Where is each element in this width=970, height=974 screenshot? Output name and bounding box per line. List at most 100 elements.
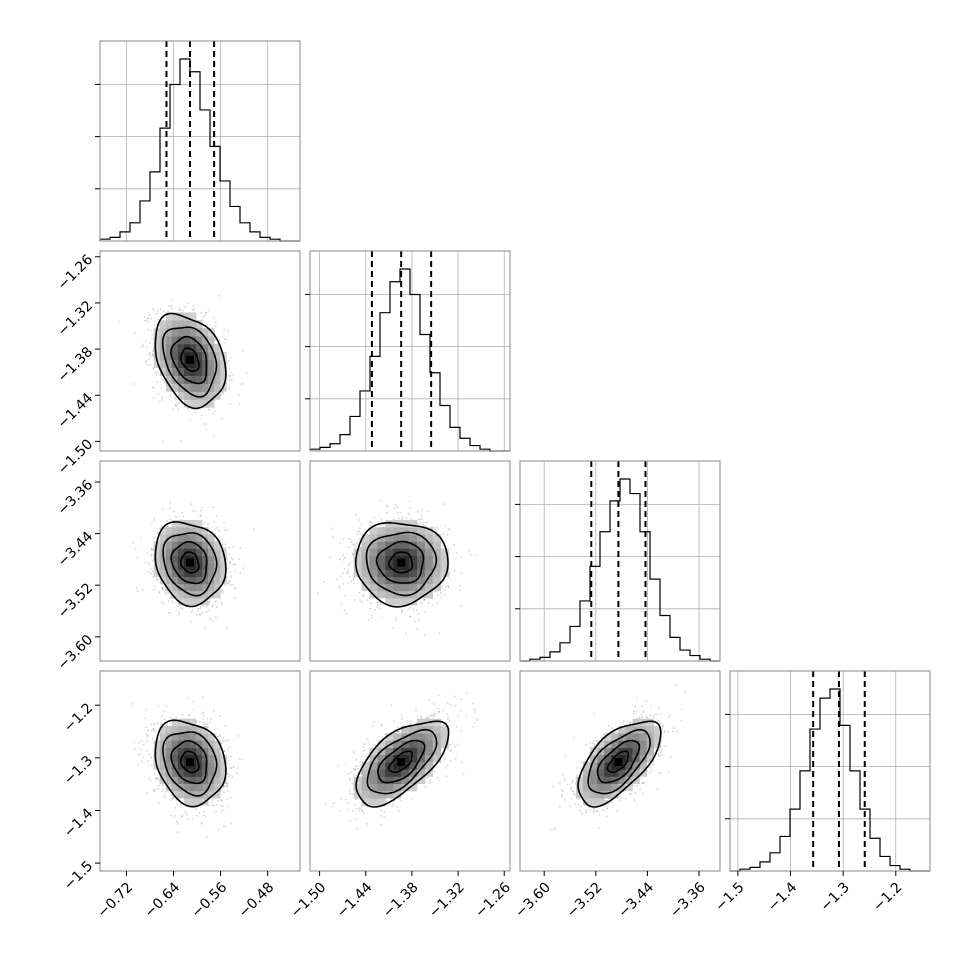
scatter-point [153,520,155,522]
scatter-point [142,589,144,591]
scatter-point [205,423,207,425]
density-cell [433,584,441,591]
scatter-point [194,510,196,512]
scatter-point [432,604,434,606]
scatter-point [347,572,349,574]
scatter-point [135,548,137,550]
scatter-point [339,558,341,560]
density-cell [208,368,214,376]
scatter-point [381,519,383,521]
scatter-point [395,504,397,506]
scatter-point [162,586,164,588]
scatter-point [153,309,155,311]
scatter-point [144,718,146,720]
scatter-point [164,797,166,799]
density-cell [354,556,362,563]
scatter-point [213,521,215,523]
scatter-point [231,380,233,382]
scatter-point [136,587,138,589]
scatter-point [149,352,151,354]
histogram-step-3 [730,689,930,871]
scatter-point [150,330,152,332]
density-cell [166,563,172,570]
scatter-point [221,601,223,603]
density-cell [196,384,202,392]
density-cell [401,534,409,541]
scatter-point [344,595,346,597]
scatter-point [208,609,210,611]
scatter-point [352,579,354,581]
scatter-point [209,618,211,620]
scatter-point [218,295,220,297]
density-cell [172,527,178,534]
scatter-point [170,717,172,719]
scatter-point [221,589,223,591]
scatter-point [201,712,203,714]
density-cell [190,384,196,392]
joint-panel-1-0 [118,295,248,442]
scatter-point [387,506,389,508]
scatter-point [421,518,423,520]
joint-content-1-0 [118,295,248,442]
histogram-step-1 [310,269,510,451]
scatter-point [381,617,383,619]
scatter-point [187,302,189,304]
scatter-point [441,585,443,587]
scatter-point [355,546,357,548]
scatter-point [243,567,245,569]
scatter-point [166,592,168,594]
scatter-point [221,812,223,814]
scatter-point [148,318,150,320]
density-cell [393,584,401,591]
scatter-point [351,541,353,543]
scatter-point [133,542,135,544]
scatter-point [206,312,208,314]
scatter-point [371,614,373,616]
scatter-point [152,570,154,572]
scatter-point [332,536,334,538]
scatter-point [229,368,231,370]
scatter-point [192,309,194,311]
density-cell [425,549,433,556]
scatter-point [200,606,202,608]
scatter-point [168,305,170,307]
density-cell [377,541,385,548]
scatter-point [230,379,232,381]
scatter-point [367,599,369,601]
scatter-point [199,608,201,610]
scatter-point [229,571,231,573]
scatter-point [143,744,145,746]
scatter-point [414,621,416,623]
scatter-point [202,316,204,318]
scatter-point [146,346,148,348]
scatter-point [217,527,219,529]
scatter-point [150,780,152,782]
scatter-point [193,409,195,411]
scatter-point [344,557,346,559]
scatter-point [140,537,142,539]
density-cell [370,541,378,548]
density-cell [166,527,172,534]
density-cell [172,320,178,328]
scatter-point [241,383,243,385]
density-cell [377,591,385,598]
scatter-point [419,522,421,524]
scatter-point [159,592,161,594]
scatter-point [174,602,176,604]
scatter-point [156,372,158,374]
scatter-point [401,610,403,612]
scatter-point [193,308,195,310]
scatter-point [240,572,242,574]
scatter-point [170,395,172,397]
scatter-point [444,589,446,591]
scatter-point [401,517,403,519]
scatter-point [173,408,175,410]
scatter-point [148,353,150,355]
scatter-point [154,518,156,520]
scatter-point [165,791,167,793]
joint-panel-2-0 [133,502,255,629]
density-cell [178,591,184,598]
scatter-point [155,789,157,791]
density-cell [208,360,214,368]
scatter-point [369,525,371,527]
